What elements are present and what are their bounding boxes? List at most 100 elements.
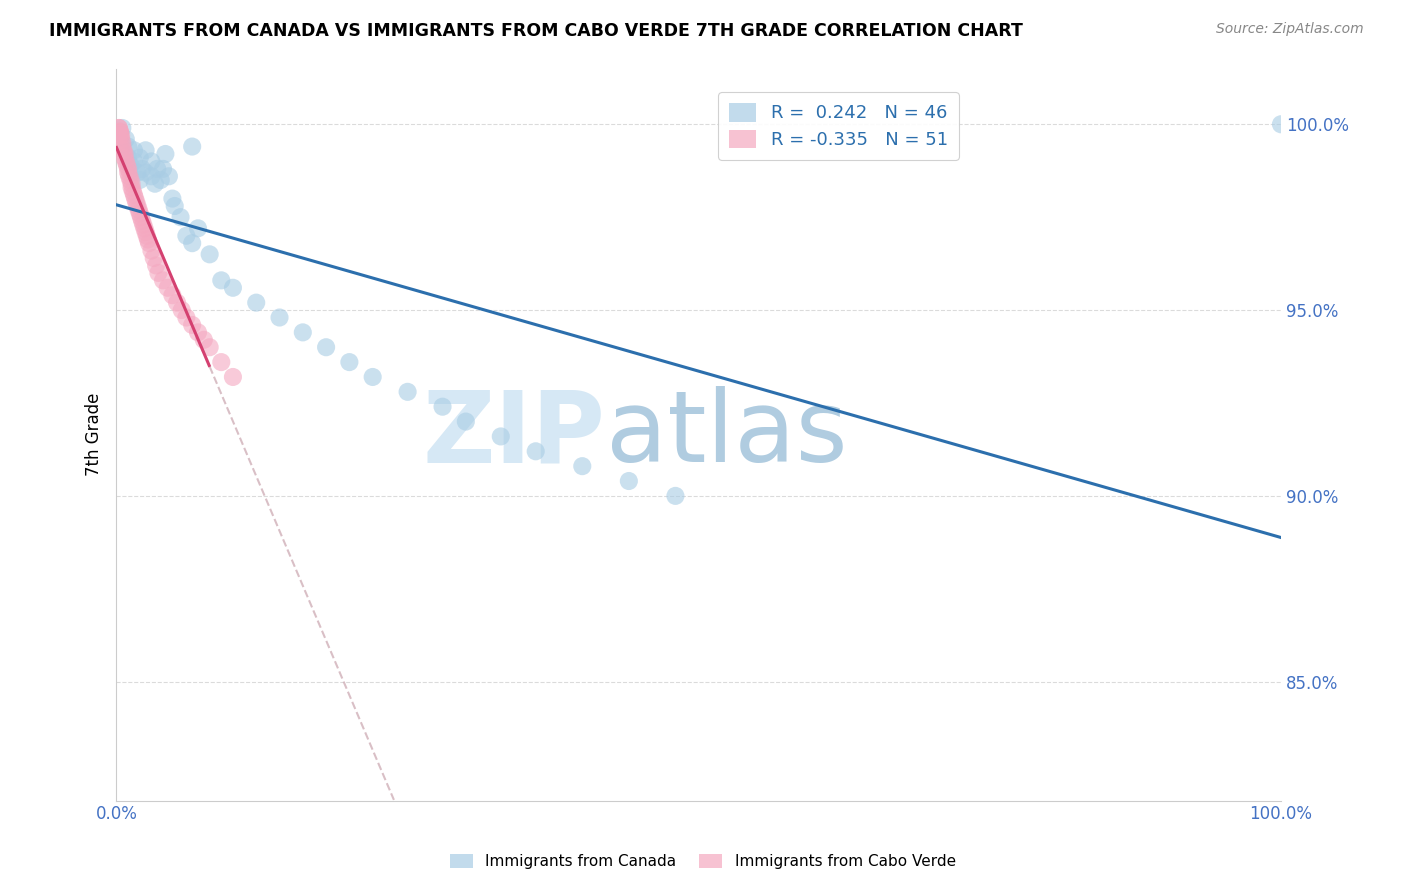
- Point: [162, 288, 184, 302]
- Point: [141, 154, 163, 169]
- Point: [127, 199, 149, 213]
- Point: [489, 429, 512, 443]
- Point: [169, 210, 191, 224]
- Point: [108, 125, 131, 139]
- Point: [115, 158, 138, 172]
- Point: [131, 161, 153, 176]
- Point: [117, 139, 139, 153]
- Point: [1270, 117, 1292, 131]
- Point: [162, 192, 184, 206]
- Point: [187, 326, 209, 340]
- Point: [193, 333, 215, 347]
- Point: [524, 444, 547, 458]
- Point: [110, 132, 132, 146]
- Point: [122, 154, 145, 169]
- Y-axis label: 7th Grade: 7th Grade: [86, 392, 103, 476]
- Point: [112, 143, 135, 157]
- Point: [176, 228, 198, 243]
- Point: [114, 154, 136, 169]
- Point: [163, 199, 186, 213]
- Point: [108, 128, 131, 143]
- Point: [135, 228, 157, 243]
- Point: [120, 158, 142, 172]
- Point: [124, 192, 146, 206]
- Point: [114, 151, 136, 165]
- Point: [121, 180, 143, 194]
- Point: [361, 370, 384, 384]
- Point: [170, 303, 193, 318]
- Text: atlas: atlas: [606, 386, 848, 483]
- Point: [181, 139, 204, 153]
- Point: [152, 161, 174, 176]
- Point: [222, 281, 245, 295]
- Point: [128, 206, 150, 220]
- Point: [269, 310, 291, 325]
- Point: [121, 184, 143, 198]
- Point: [143, 177, 166, 191]
- Point: [166, 295, 188, 310]
- Point: [108, 120, 131, 135]
- Point: [571, 459, 593, 474]
- Point: [141, 244, 163, 258]
- Point: [396, 384, 419, 399]
- Point: [128, 151, 150, 165]
- Point: [120, 173, 142, 187]
- Point: [111, 139, 134, 153]
- Point: [315, 340, 337, 354]
- Point: [111, 120, 134, 135]
- Point: [155, 147, 177, 161]
- Text: Source: ZipAtlas.com: Source: ZipAtlas.com: [1216, 22, 1364, 37]
- Point: [138, 236, 160, 251]
- Point: [145, 259, 167, 273]
- Point: [122, 187, 145, 202]
- Point: [125, 195, 148, 210]
- Point: [454, 415, 477, 429]
- Point: [181, 236, 204, 251]
- Point: [135, 143, 157, 157]
- Point: [337, 355, 360, 369]
- Text: IMMIGRANTS FROM CANADA VS IMMIGRANTS FROM CABO VERDE 7TH GRADE CORRELATION CHART: IMMIGRANTS FROM CANADA VS IMMIGRANTS FRO…: [49, 22, 1024, 40]
- Point: [132, 218, 155, 232]
- Point: [617, 474, 640, 488]
- Point: [121, 177, 143, 191]
- Point: [664, 489, 686, 503]
- Point: [117, 161, 139, 176]
- Point: [142, 251, 165, 265]
- Legend: R =  0.242   N = 46, R = -0.335   N = 51: R = 0.242 N = 46, R = -0.335 N = 51: [718, 92, 959, 160]
- Point: [187, 221, 209, 235]
- Point: [108, 125, 131, 139]
- Point: [432, 400, 454, 414]
- Point: [118, 169, 141, 184]
- Point: [157, 169, 180, 184]
- Point: [291, 326, 314, 340]
- Point: [222, 370, 245, 384]
- Point: [128, 173, 150, 187]
- Point: [176, 310, 198, 325]
- Point: [111, 136, 134, 150]
- Point: [108, 120, 131, 135]
- Point: [198, 247, 221, 261]
- Point: [135, 165, 157, 179]
- Point: [110, 128, 132, 143]
- Point: [136, 232, 159, 246]
- Point: [146, 161, 169, 176]
- Point: [127, 165, 149, 179]
- Point: [117, 165, 139, 179]
- Point: [122, 143, 145, 157]
- Point: [141, 169, 163, 184]
- Point: [135, 225, 157, 239]
- Point: [181, 318, 204, 332]
- Point: [156, 281, 179, 295]
- Point: [114, 132, 136, 146]
- Point: [149, 173, 172, 187]
- Text: ZIP: ZIP: [423, 386, 606, 483]
- Point: [148, 266, 170, 280]
- Point: [209, 273, 232, 287]
- Point: [117, 151, 139, 165]
- Point: [198, 340, 221, 354]
- Point: [134, 221, 156, 235]
- Point: [209, 355, 232, 369]
- Point: [114, 147, 136, 161]
- Point: [152, 273, 174, 287]
- Legend: Immigrants from Canada, Immigrants from Cabo Verde: Immigrants from Canada, Immigrants from …: [444, 848, 962, 875]
